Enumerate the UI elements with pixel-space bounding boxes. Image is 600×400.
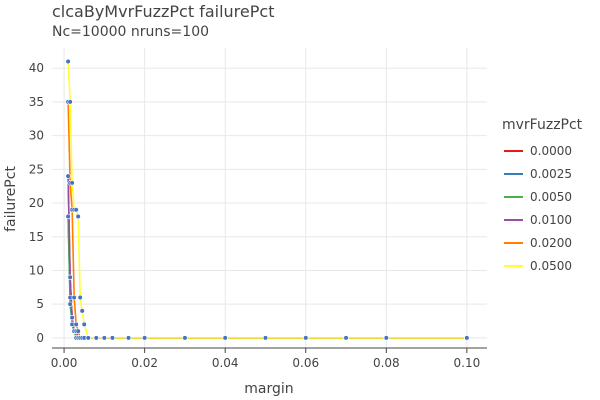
x-tick-label: 0.04 — [212, 356, 239, 370]
x-tick-label: 0.10 — [454, 356, 481, 370]
legend-label: 0.0500 — [530, 259, 572, 273]
series-line-0.0025 — [67, 216, 467, 339]
data-point — [182, 335, 188, 341]
data-point — [67, 99, 73, 105]
series-line-0.0000 — [67, 176, 467, 339]
legend-title: mvrFuzzPct — [502, 117, 583, 133]
chart-subtitle: Nc=10000 nruns=100 — [52, 24, 209, 40]
data-point — [85, 335, 91, 341]
data-point — [75, 328, 81, 334]
y-tick-label: 5 — [36, 297, 44, 311]
chart-title: clcaByMvrFuzzPct failurePct — [52, 2, 274, 21]
legend-label: 0.0025 — [530, 167, 572, 181]
series-line-0.0100 — [67, 176, 467, 339]
y-tick-label: 35 — [29, 95, 44, 109]
data-point — [262, 335, 269, 341]
y-tick-label: 25 — [29, 162, 44, 176]
x-tick-label: 0.02 — [131, 356, 158, 370]
y-tick-label: 40 — [29, 61, 44, 75]
series-line-0.0200 — [67, 101, 467, 339]
legend-label: 0.0000 — [530, 144, 572, 158]
data-point — [222, 335, 228, 341]
data-point — [101, 335, 107, 341]
data-point — [67, 301, 73, 307]
series-lines — [67, 61, 467, 339]
data-point — [464, 335, 470, 341]
data-point — [142, 335, 148, 341]
x-tick-label: 0.08 — [373, 356, 400, 370]
data-point — [109, 335, 116, 341]
x-tick-label: 0.00 — [51, 356, 78, 370]
data-point — [343, 335, 349, 341]
legend: mvrFuzzPct 0.0000 0.0025 0.0050 0.0100 0.020… — [502, 117, 583, 273]
data-point — [67, 274, 73, 280]
data-point — [65, 213, 71, 220]
data-point — [69, 180, 75, 186]
y-tick-label: 15 — [29, 230, 44, 244]
axes: 0 5 10 15 20 25 30 35 40 0.00 0.02 0.04 0.06 0.08 0.10 — [29, 61, 487, 370]
data-point — [79, 308, 85, 314]
data-point — [75, 213, 81, 220]
x-axis-title: margin — [244, 381, 293, 397]
series-line-0.0500 — [67, 61, 467, 339]
data-point — [125, 335, 132, 341]
data-point — [77, 294, 83, 301]
data-point — [69, 315, 75, 321]
y-tick-label: 30 — [29, 129, 44, 143]
data-point — [303, 335, 309, 341]
data-point — [383, 335, 389, 341]
data-point — [81, 321, 87, 328]
data-point — [65, 58, 71, 65]
legend-label: 0.0100 — [530, 213, 572, 227]
data-point — [73, 321, 79, 328]
series-line-0.0050 — [67, 216, 467, 339]
y-tick-label: 20 — [29, 196, 44, 210]
x-tick-label: 0.06 — [292, 356, 319, 370]
y-tick-label: 10 — [29, 263, 44, 277]
y-axis-title: failurePct — [3, 166, 19, 232]
data-point — [71, 294, 77, 301]
data-markers — [65, 58, 470, 341]
data-point — [93, 335, 99, 341]
data-point — [73, 207, 79, 213]
grid — [52, 48, 487, 348]
y-tick-label: 0 — [36, 331, 44, 345]
data-point — [65, 173, 71, 179]
legend-label: 0.0050 — [530, 190, 572, 204]
legend-label: 0.0200 — [530, 236, 572, 250]
